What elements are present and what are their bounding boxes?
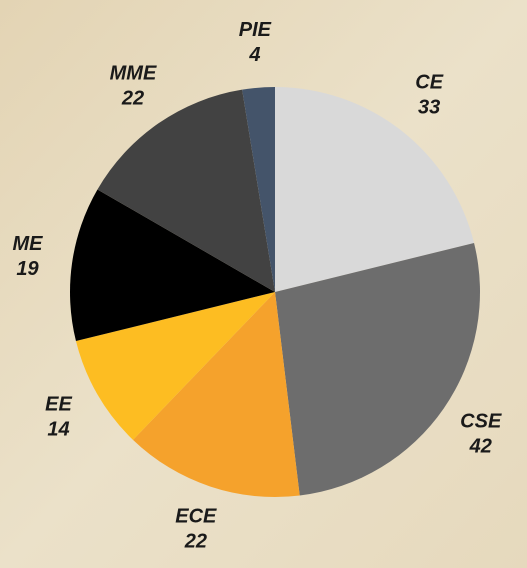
- pie-slice: [275, 87, 475, 292]
- pie-slice: [97, 89, 276, 292]
- slice-value: 22: [184, 530, 207, 552]
- pie-slice: [242, 87, 275, 292]
- slice-value: 4: [248, 44, 260, 66]
- pie-slice: [132, 292, 300, 497]
- slice-label: ECE: [175, 505, 217, 527]
- pie-slice: [69, 189, 275, 342]
- slice-value: 14: [47, 418, 69, 440]
- pie-slice: [275, 242, 480, 496]
- slice-label: EE: [45, 393, 72, 415]
- slice-value: 42: [469, 435, 492, 457]
- slice-value: 33: [418, 96, 440, 118]
- slice-label: MME: [110, 63, 157, 85]
- slice-value: 19: [16, 258, 39, 280]
- slice-label: PIE: [239, 19, 272, 41]
- pie-slice: [75, 292, 275, 440]
- pie: [69, 87, 480, 497]
- slice-label: ME: [12, 233, 43, 255]
- slice-label: CE: [415, 71, 443, 93]
- slice-value: 22: [121, 88, 144, 110]
- slice-label: CSE: [460, 410, 502, 432]
